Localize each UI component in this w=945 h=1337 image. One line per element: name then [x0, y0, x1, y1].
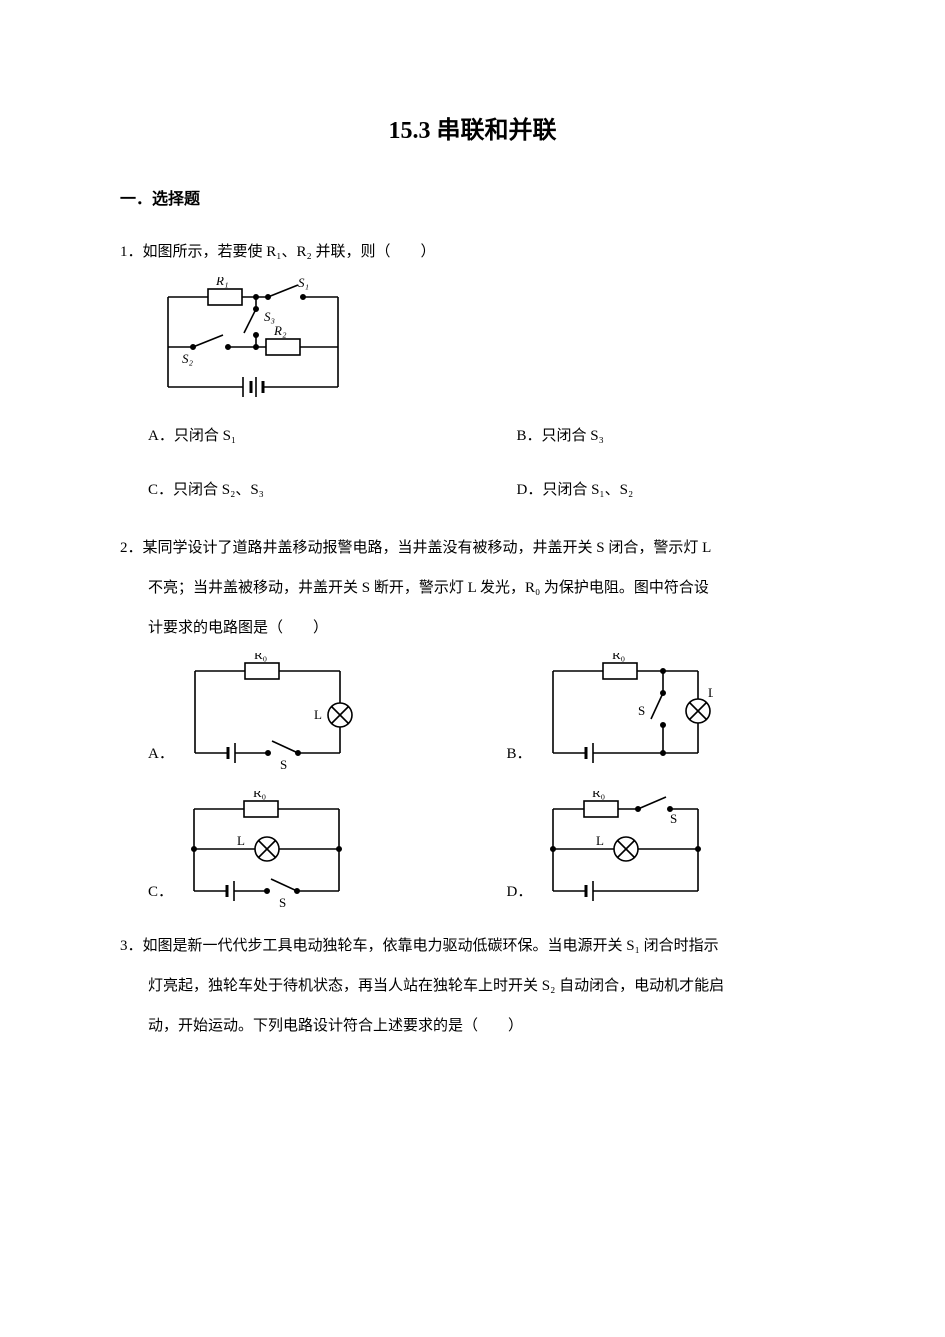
section-heading: 一．选择题 [120, 185, 825, 209]
q2-label-b: B． [507, 739, 532, 773]
q3-l1: 如图是新一代代步工具电动独轮车，依靠电力驱动低碳环保。当电源开关 S₁ 闭合时指… [143, 938, 719, 954]
q2-l3: 计要求的电路图是（ ） [120, 613, 825, 643]
q2-stem: 2．某同学设计了道路井盖移动报警电路，当井盖没有被移动，井盖开关 S 闭合，警示… [120, 533, 825, 563]
q2-svg-b: R₀ S L [538, 653, 713, 773]
q2-number: 2． [120, 540, 143, 556]
label-r1: R₁ [215, 277, 228, 288]
label-s1: S₁ [298, 277, 309, 290]
q1-choices: A．只闭合 S₁ B．只闭合 S₃ C．只闭合 S₂、S₃ D．只闭合 S₁、S… [120, 421, 825, 505]
label-r2: R₂ [273, 323, 287, 338]
label-s3: S₃ [264, 309, 275, 324]
q2-label-d: D． [507, 877, 533, 911]
q3-number: 3． [120, 938, 143, 954]
q1-choice-a: A．只闭合 S₁ [148, 421, 457, 451]
q2-svg-c: R₀ L S [179, 791, 354, 911]
q1-stem-text: 如图所示，若要使 R₁、R₂ 并联，则（ ） [143, 244, 436, 260]
q2-svg-a: R₀ L S [180, 653, 355, 773]
q2-fig-a: A． [148, 653, 467, 773]
q1-circuit-svg: R₁ S₁ S₃ S₂ R₂ [148, 277, 358, 407]
q1-choice-b: B．只闭合 S₃ [517, 421, 826, 451]
label-l-d: L [596, 833, 604, 848]
question-3: 3．如图是新一代代步工具电动独轮车，依靠电力驱动低碳环保。当电源开关 S₁ 闭合… [120, 931, 825, 1041]
q2-l2: 不亮；当井盖被移动，井盖开关 S 断开，警示灯 L 发光，R₀ 为保护电阻。图中… [120, 573, 825, 603]
page: 15.3 串联和并联 一．选择题 1．如图所示，若要使 R₁、R₂ 并联，则（ … [0, 0, 945, 1337]
question-2: 2．某同学设计了道路井盖移动报警电路，当井盖没有被移动，井盖开关 S 闭合，警示… [120, 533, 825, 911]
label-l-a: L [314, 707, 322, 722]
q2-fig-d: D． [507, 791, 826, 911]
label-r0-a: R₀ [254, 653, 267, 662]
q1-number: 1． [120, 244, 143, 260]
q2-label-a: A． [148, 739, 174, 773]
label-s-c: S [279, 895, 286, 910]
q1-choice-d: D．只闭合 S₁、S₂ [517, 475, 826, 505]
q2-svg-d: R₀ S L [538, 791, 713, 911]
label-s-b: S [638, 703, 645, 718]
label-r0-b: R₀ [612, 653, 625, 662]
q2-label-c: C． [148, 877, 173, 911]
label-s-d: S [670, 811, 677, 826]
q3-stem: 3．如图是新一代代步工具电动独轮车，依靠电力驱动低碳环保。当电源开关 S₁ 闭合… [120, 931, 825, 961]
label-s-a: S [280, 757, 287, 772]
label-r0-d: R₀ [592, 791, 605, 800]
label-r0-c: R₀ [253, 791, 266, 800]
q1-choice-c: C．只闭合 S₂、S₃ [148, 475, 457, 505]
question-1: 1．如图所示，若要使 R₁、R₂ 并联，则（ ） [120, 237, 825, 505]
label-l-b: L [708, 685, 713, 700]
q2-fig-b: B． [507, 653, 826, 773]
q1-stem: 1．如图所示，若要使 R₁、R₂ 并联，则（ ） [120, 237, 825, 267]
q1-figure: R₁ S₁ S₃ S₂ R₂ [120, 277, 825, 407]
q2-l1: 某同学设计了道路井盖移动报警电路，当井盖没有被移动，井盖开关 S 闭合，警示灯 … [143, 540, 712, 556]
q3-l2: 灯亮起，独轮车处于待机状态，再当人站在独轮车上时开关 S₂ 自动闭合，电动机才能… [120, 971, 825, 1001]
label-l-c: L [237, 833, 245, 848]
q3-l3: 动，开始运动。下列电路设计符合上述要求的是（ ） [120, 1011, 825, 1041]
page-title: 15.3 串联和并联 [120, 110, 825, 145]
q2-fig-c: C． [148, 791, 467, 911]
q2-figures: A． [120, 653, 825, 911]
label-s2: S₂ [182, 351, 194, 366]
